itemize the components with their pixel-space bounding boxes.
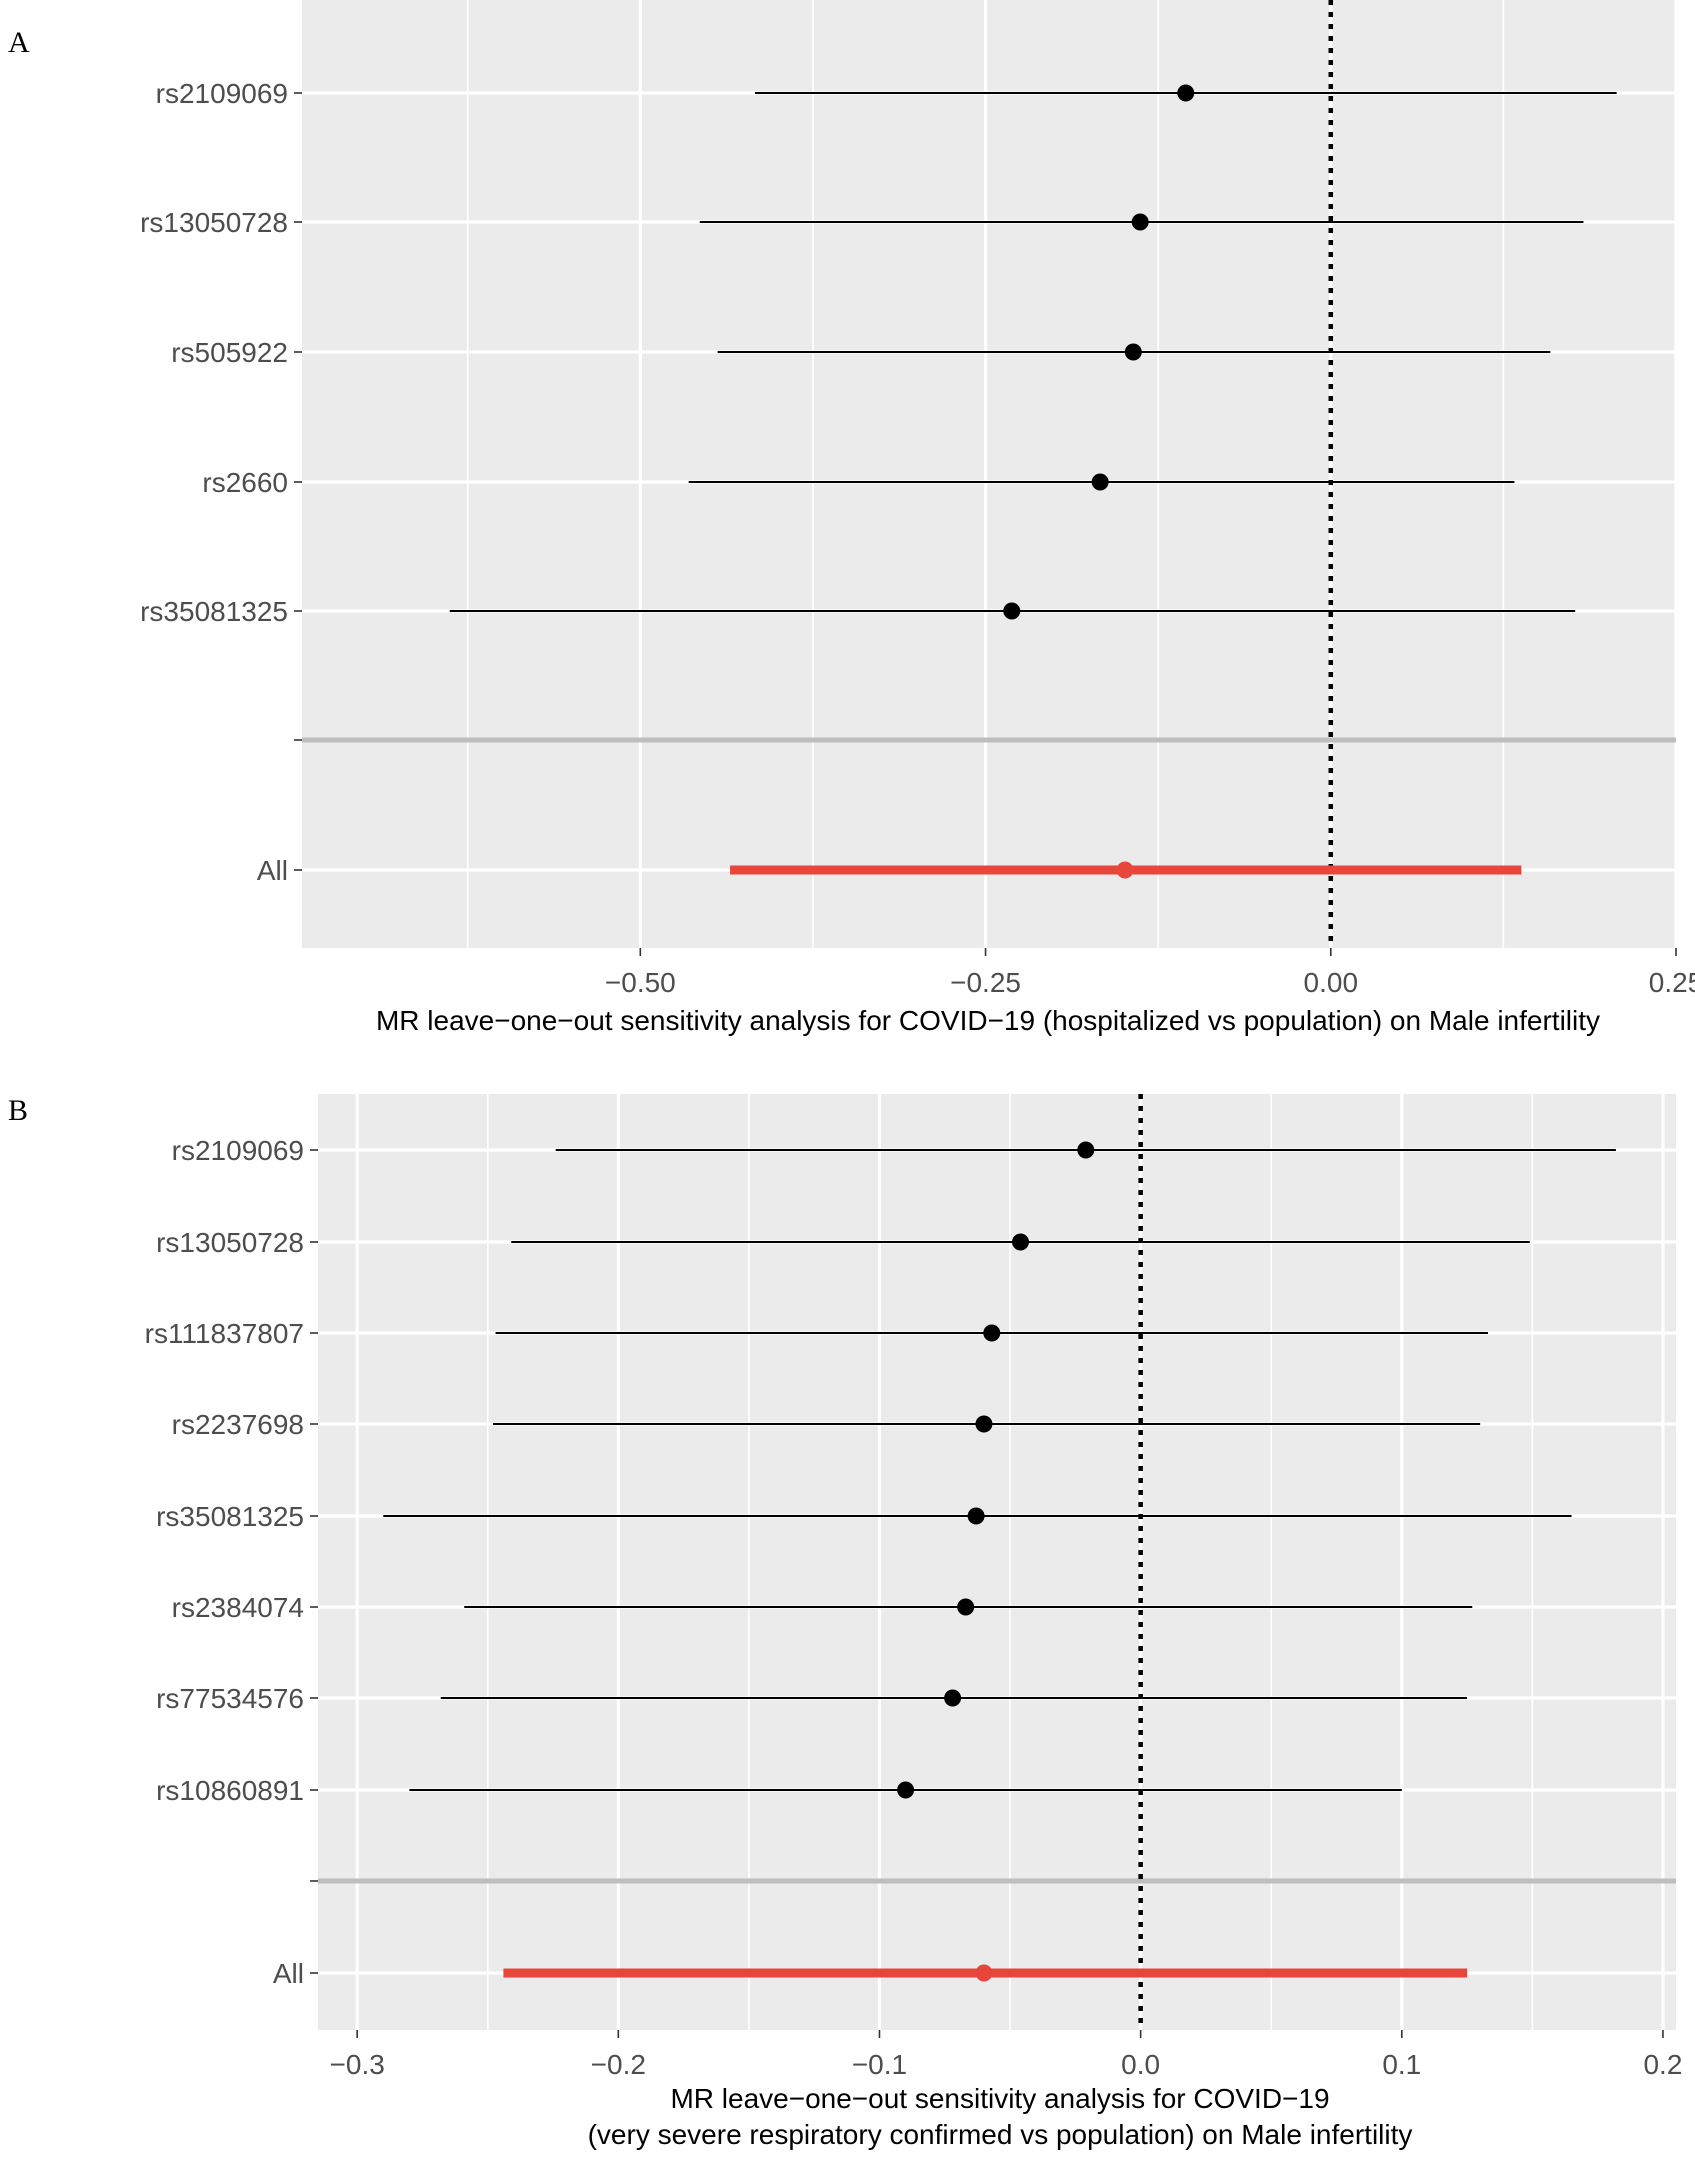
y-tick-label: All [273,1958,304,1989]
x-tick-label: −0.50 [605,967,676,998]
y-tick-label: rs111837807 [145,1318,304,1349]
point-estimate [967,1507,985,1525]
y-tick-label: rs505922 [171,337,288,368]
point-estimate [944,1689,962,1707]
snp-row: rs77534576 [156,1683,1468,1714]
point-estimate [1124,343,1142,361]
x-tick-label: 0.0 [1121,2049,1160,2080]
point-estimate [1077,1141,1095,1159]
x-axis-title: MR leave−one−out sensitivity analysis fo… [376,1005,1600,1036]
y-tick-label: rs2660 [202,467,288,498]
point-estimate [975,1964,993,1982]
x-tick-label: 0.25 [1649,967,1695,998]
y-tick-label: All [257,855,288,886]
y-tick-label: rs35081325 [156,1501,304,1532]
point-estimate [1003,602,1021,620]
x-tick-label: 0.1 [1382,2049,1421,2080]
point-estimate [957,1598,975,1616]
x-tick-label: −0.1 [852,2049,907,2080]
point-estimate [1177,84,1195,102]
snp-row: rs111837807 [145,1318,1488,1349]
plot-background [302,0,1676,948]
y-tick-label: rs13050728 [140,207,288,238]
y-tick-label: rs2237698 [172,1409,304,1440]
snp-row: rs35081325 [140,596,1576,627]
pooled-estimate: All [273,1958,1468,1989]
point-estimate [983,1324,1001,1342]
snp-row: rs10860891 [156,1775,1402,1806]
panel-letter: B [8,1094,28,1127]
x-tick-label: −0.25 [950,967,1021,998]
panel-letter: A [8,26,30,59]
snp-row: rs13050728 [156,1227,1530,1258]
x-tick-label: 0.00 [1304,967,1359,998]
point-estimate [897,1781,915,1799]
y-tick-label: rs2384074 [172,1592,304,1623]
y-tick-label: rs2109069 [156,78,288,109]
x-tick-label: 0.2 [1643,2049,1682,2080]
x-tick-label: −0.3 [330,2049,385,2080]
y-tick-label: rs77534576 [156,1683,304,1714]
snp-row: rs35081325 [156,1501,1572,1532]
point-estimate [1131,213,1149,231]
snp-row: rs2109069 [156,78,1617,109]
snp-row: rs13050728 [140,207,1584,238]
y-tick-label: rs2109069 [172,1135,304,1166]
point-estimate [1012,1233,1030,1251]
snp-row: rs2109069 [172,1135,1616,1166]
pooled-estimate: All [257,855,1522,886]
point-estimate [1116,861,1134,879]
y-tick-label: rs13050728 [156,1227,304,1258]
snp-row: rs2384074 [172,1592,1473,1623]
x-axis-title: (very severe respiratory confirmed vs po… [588,2119,1413,2150]
y-tick-label: rs10860891 [156,1775,304,1806]
point-estimate [1091,473,1109,491]
point-estimate [975,1415,993,1433]
plot-background [318,1094,1676,2030]
x-tick-label: −0.2 [591,2049,646,2080]
snp-row: rs2237698 [172,1409,1481,1440]
x-axis-title: MR leave−one−out sensitivity analysis fo… [670,2083,1329,2114]
snp-row: rs2660 [202,467,1515,498]
snp-row: rs505922 [171,337,1551,368]
y-tick-label: rs35081325 [140,596,288,627]
